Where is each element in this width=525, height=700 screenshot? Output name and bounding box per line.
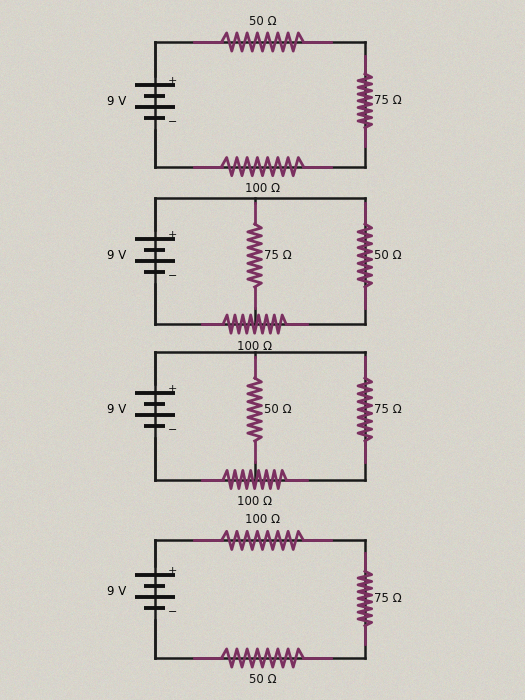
- Text: 100 Ω: 100 Ω: [237, 495, 272, 508]
- Text: 50 Ω: 50 Ω: [249, 673, 276, 687]
- Text: 100 Ω: 100 Ω: [245, 513, 280, 526]
- Text: 75 Ω: 75 Ω: [374, 403, 402, 416]
- Text: −: −: [168, 271, 177, 281]
- Text: 75 Ω: 75 Ω: [264, 249, 292, 262]
- Text: +: +: [168, 76, 177, 86]
- Text: −: −: [168, 607, 177, 617]
- Text: +: +: [168, 566, 177, 576]
- Text: 9 V: 9 V: [107, 585, 126, 598]
- Text: 9 V: 9 V: [107, 249, 126, 262]
- Text: 75 Ω: 75 Ω: [374, 592, 402, 605]
- Text: −: −: [168, 425, 177, 435]
- Text: 100 Ω: 100 Ω: [245, 182, 280, 195]
- Text: +: +: [168, 384, 177, 394]
- Text: 75 Ω: 75 Ω: [374, 94, 402, 107]
- Text: 50 Ω: 50 Ω: [264, 403, 292, 416]
- Text: 9 V: 9 V: [107, 403, 126, 416]
- Text: 50 Ω: 50 Ω: [249, 15, 276, 28]
- Text: −: −: [168, 117, 177, 127]
- Text: 100 Ω: 100 Ω: [237, 340, 272, 353]
- Text: +: +: [168, 230, 177, 240]
- Text: 50 Ω: 50 Ω: [374, 249, 402, 262]
- Text: 9 V: 9 V: [107, 95, 126, 108]
